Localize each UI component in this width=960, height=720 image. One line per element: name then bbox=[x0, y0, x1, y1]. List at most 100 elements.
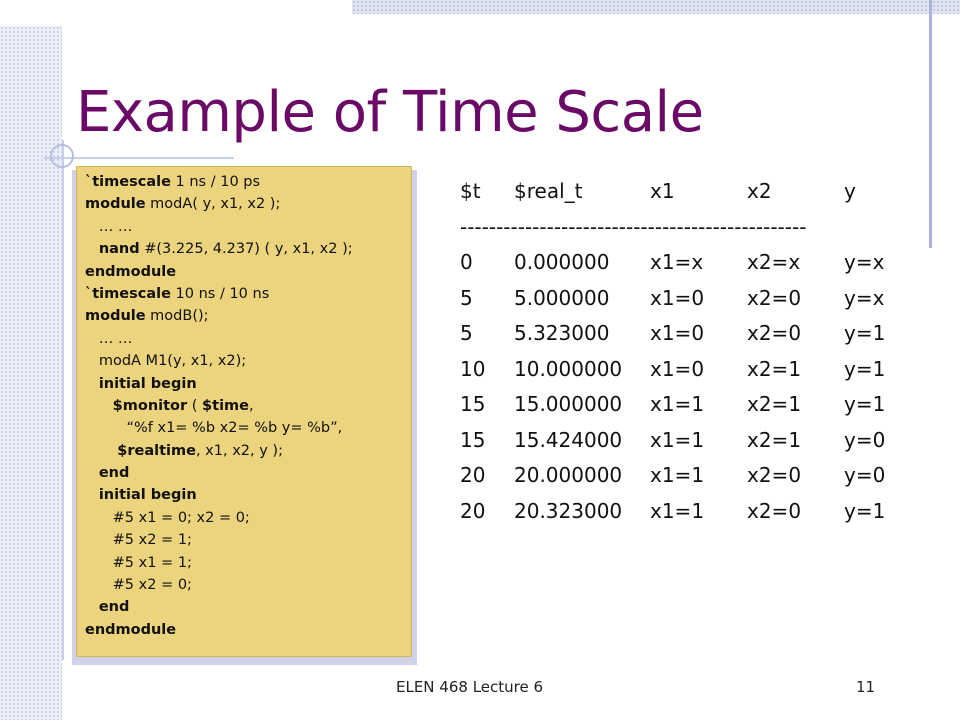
code-line: #5 x1 = 0; x2 = 0; bbox=[85, 507, 403, 529]
code-line: #5 x2 = 0; bbox=[85, 574, 403, 596]
table-cell: x2=0 bbox=[747, 498, 802, 523]
code-text: modB(); bbox=[145, 308, 209, 325]
code-keyword: `timescale bbox=[85, 174, 171, 190]
code-line: end bbox=[85, 462, 403, 484]
table-cell: 5.000000 bbox=[514, 285, 610, 310]
table-cell: 5.323000 bbox=[514, 321, 610, 345]
table-cell: 15 bbox=[460, 427, 486, 452]
code-box: `timescale 1 ns / 10 ps module modA( y, x… bbox=[76, 166, 412, 657]
table-cell: 20.323000 bbox=[514, 498, 623, 523]
table-cell: x2=0 bbox=[747, 463, 802, 487]
table-header-row: $t $real_t x1 x2 y bbox=[460, 174, 856, 210]
table-row: 20 20.000000 x1=1 x2=0 y=0 bbox=[460, 458, 885, 494]
code-line: #5 x2 = 1; bbox=[85, 529, 403, 551]
table-cell: x1=1 bbox=[650, 498, 705, 523]
code-text: ( bbox=[187, 397, 203, 414]
code-text: #5 x2 = 0; bbox=[112, 577, 192, 594]
table-cell: x1=1 bbox=[650, 427, 705, 452]
table-cell: y bbox=[844, 179, 856, 203]
code-line: `timescale 10 ns / 10 ns bbox=[85, 283, 403, 305]
table-cell: $t bbox=[460, 179, 481, 203]
code-keyword: module bbox=[85, 196, 146, 213]
code-keyword: $realtime bbox=[117, 442, 196, 459]
table-cell: x2=1 bbox=[747, 392, 802, 416]
simulation-output-table: $t $real_t x1 x2 y --------------------------… bbox=[460, 174, 885, 530]
code-text: 1 ns / 10 ps bbox=[170, 174, 261, 190]
left-decor-line bbox=[62, 140, 64, 660]
table-row: 15 15.000000 x1=1 x2=1 y=1 bbox=[460, 387, 885, 423]
table-cell: y=x bbox=[844, 285, 885, 310]
right-decor-line bbox=[929, 0, 932, 248]
left-decor-stripe bbox=[0, 26, 62, 720]
table-cell: x2=0 bbox=[747, 285, 802, 310]
table-cell: 10 bbox=[460, 356, 486, 381]
table-row: 5 5.000000 x1=0 x2=0 y=x bbox=[460, 281, 884, 317]
code-keyword: end bbox=[98, 465, 130, 482]
code-line: #5 x1 = 1; bbox=[85, 552, 403, 574]
table-cell: x2=1 bbox=[747, 356, 802, 381]
table-cell: x2=x bbox=[747, 250, 801, 274]
table-cell: y=x bbox=[844, 250, 885, 274]
code-text: … … bbox=[98, 218, 133, 235]
table-cell: y=1 bbox=[844, 321, 886, 345]
code-text: “%f x1= %b x2= %b y= %b”, bbox=[126, 420, 343, 437]
code-keyword: module bbox=[85, 308, 146, 325]
table-cell: x2 bbox=[747, 179, 772, 203]
code-keyword: $monitor bbox=[112, 397, 188, 414]
table-cell: x1=1 bbox=[650, 463, 705, 487]
table-row: 5 5.323000 x1=0 x2=0 y=1 bbox=[460, 316, 885, 352]
table-row: 0 0.000000 x1=x x2=x y=x bbox=[460, 245, 884, 281]
table-cell: x1=0 bbox=[650, 321, 705, 345]
code-text: #(3.225, 4.237) ( y, x1, x2 ); bbox=[139, 241, 353, 258]
code-text: 10 ns / 10 ns bbox=[170, 285, 270, 302]
code-keyword: initial begin bbox=[98, 487, 197, 504]
code-line: module modB(); bbox=[85, 305, 403, 327]
top-decor-stripe bbox=[352, 0, 960, 14]
table-cell: y=0 bbox=[844, 463, 886, 487]
table-cell: 15.424000 bbox=[514, 427, 623, 452]
code-text: modA( y, x1, x2 ); bbox=[145, 196, 281, 213]
table-cell: y=1 bbox=[844, 392, 886, 416]
code-text: , x1, x2, y ); bbox=[195, 442, 283, 459]
code-keyword: initial begin bbox=[98, 375, 197, 392]
table-cell: 0.000000 bbox=[514, 250, 610, 274]
code-line: end bbox=[85, 596, 403, 618]
code-keyword: $time bbox=[202, 397, 249, 414]
table-cell: x1 bbox=[650, 179, 675, 203]
table-row: 15 15.424000 x1=1 x2=1 y=0 bbox=[460, 423, 885, 459]
code-line: initial begin bbox=[85, 484, 403, 506]
code-line: … … bbox=[85, 216, 403, 238]
code-text: #5 x1 = 1; bbox=[112, 554, 192, 571]
page-number: 11 bbox=[856, 678, 876, 696]
code-line: $monitor ( $time, bbox=[85, 395, 403, 417]
code-keyword: endmodule bbox=[85, 621, 177, 638]
slide-title: Example of Time Scale bbox=[76, 80, 704, 145]
code-text: , bbox=[248, 397, 254, 414]
slide-footer: ELEN 468 Lecture 6 bbox=[396, 678, 544, 696]
table-cell: 20 bbox=[460, 498, 486, 523]
table-row: 20 20.323000 x1=1 x2=0 y=1 bbox=[460, 494, 885, 530]
table-separator: ----------------------------------------… bbox=[460, 214, 807, 239]
code-keyword: `timescale bbox=[85, 285, 171, 302]
table-cell: x2=1 bbox=[747, 427, 802, 452]
table-cell: x1=0 bbox=[650, 356, 705, 381]
title-underline-decor bbox=[44, 157, 234, 159]
table-cell: y=1 bbox=[844, 356, 886, 381]
code-line: module modA( y, x1, x2 ); bbox=[85, 193, 403, 215]
code-keyword: endmodule bbox=[85, 263, 177, 280]
code-line: … … bbox=[85, 328, 403, 350]
table-cell: 15 bbox=[460, 392, 486, 416]
table-cell: 5 bbox=[460, 285, 473, 310]
code-text: #5 x2 = 1; bbox=[112, 532, 192, 549]
table-cell: 20 bbox=[460, 463, 486, 487]
table-cell: x2=0 bbox=[747, 321, 802, 345]
code-text: modA M1(y, x1, x2); bbox=[98, 353, 247, 370]
code-line: initial begin bbox=[85, 373, 403, 395]
code-line: “%f x1= %b x2= %b y= %b”, bbox=[85, 417, 403, 439]
code-text: … … bbox=[98, 330, 133, 347]
table-cell: y=1 bbox=[844, 498, 886, 523]
table-cell: y=0 bbox=[844, 427, 886, 452]
table-cell: $real_t bbox=[514, 179, 583, 203]
table-cell: x1=1 bbox=[650, 392, 705, 416]
table-cell: 10.000000 bbox=[514, 356, 623, 381]
